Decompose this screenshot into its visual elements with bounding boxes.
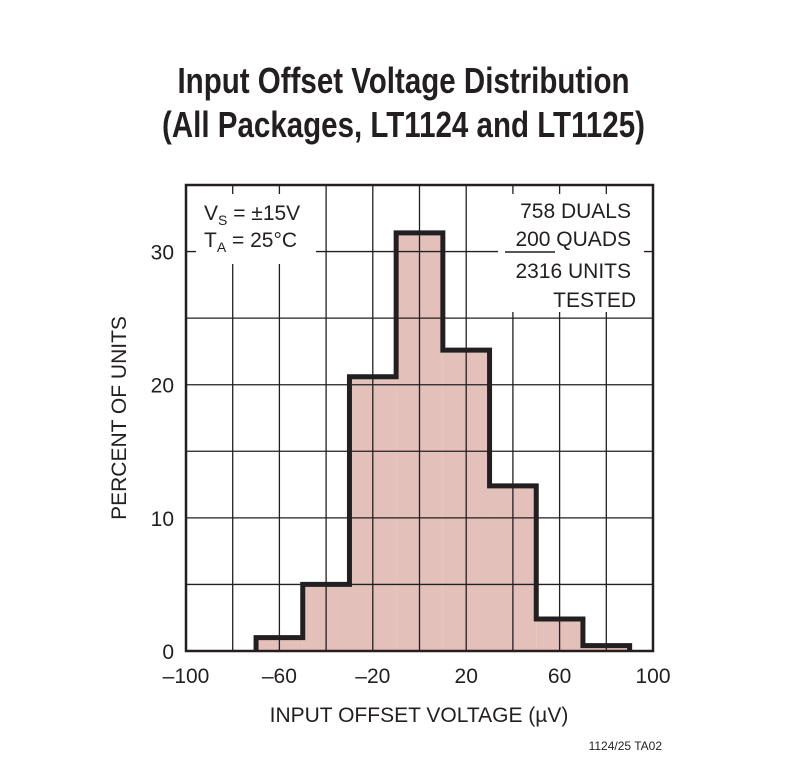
temperature-label: TA = 25°C	[204, 229, 297, 255]
bars	[253, 230, 633, 651]
count-quads: 200 QUADS	[515, 228, 631, 251]
y-tick-label: 30	[151, 242, 174, 265]
conditions-box	[196, 194, 316, 264]
x-tick-label: –100	[163, 665, 210, 688]
figure-id: 1124/25 TA02	[589, 739, 663, 753]
supply-voltage-label: VS = ±15V	[204, 202, 300, 228]
x-tick-label: –60	[262, 665, 297, 688]
plot-frame	[184, 183, 655, 653]
x-tick-label: 60	[548, 665, 571, 688]
x-tick-label: 100	[635, 665, 670, 688]
x-axis-label: INPUT OFFSET VOLTAGE (µV)	[270, 704, 569, 727]
x-tick-label: 20	[455, 665, 478, 688]
y-tick-label: 0	[162, 641, 174, 664]
count-duals: 758 DUALS	[520, 200, 631, 223]
chart-title-line2: (All Packages, LT1124 and LT1125)	[162, 104, 645, 145]
count-tested: TESTED	[553, 289, 636, 312]
chart-title-line1: Input Offset Voltage Distribution	[177, 60, 630, 101]
count-units: 2316 UNITS	[515, 260, 631, 283]
y-tick-label: 10	[151, 508, 174, 531]
annotations: VS = ±15V TA = 25°C 758 DUALS 200 QUADS …	[196, 194, 644, 312]
y-axis-label: PERCENT OF UNITS	[108, 316, 131, 520]
x-tick-label: –20	[355, 665, 390, 688]
histogram-outline	[253, 230, 633, 651]
tick-labels: –100 –60 –20 20 60 100 0 10 20 30	[151, 242, 671, 688]
grid	[184, 183, 655, 653]
counts-box	[498, 194, 644, 312]
y-tick-label: 20	[151, 375, 174, 398]
